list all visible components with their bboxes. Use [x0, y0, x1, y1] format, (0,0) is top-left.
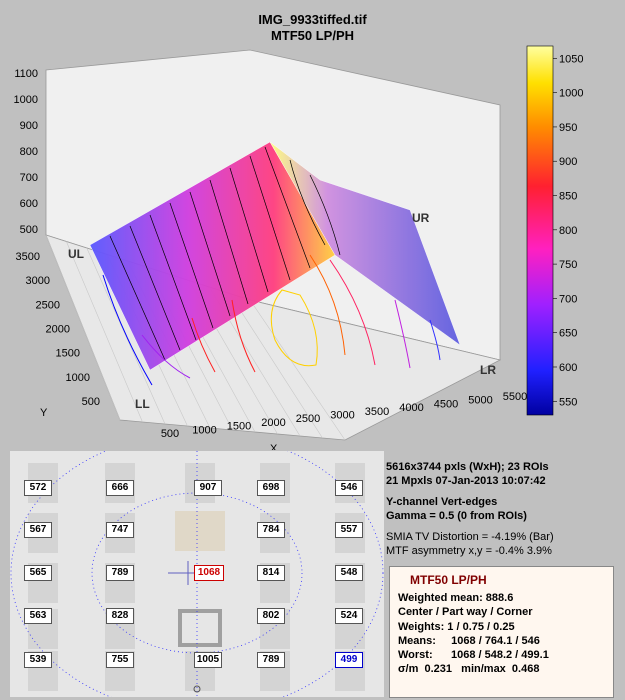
y-axis-label: Y	[40, 407, 48, 419]
roi-value: 747	[106, 522, 134, 538]
z-tick-label: 1100	[14, 68, 38, 80]
x-tick-label: 500	[161, 428, 179, 440]
y-tick-label: 1000	[66, 372, 90, 384]
grid-line	[66, 241, 143, 423]
colorbar-tick-label: 700	[559, 293, 577, 305]
summary-header: MTF50 LP/PH	[410, 573, 487, 587]
grid-line	[86, 247, 166, 425]
roi-value: 524	[335, 608, 363, 624]
chart-title: IMG_9933tiffed.tif	[258, 12, 367, 27]
x-tick-label: 2000	[261, 417, 285, 429]
roi-value: 784	[257, 522, 285, 538]
x-tick-label: 2500	[296, 413, 320, 425]
z-tick-label: 500	[20, 224, 38, 236]
roi-value: 907	[194, 480, 222, 496]
info-distortion: SMIA TV Distortion = -4.19% (Bar)	[386, 531, 554, 543]
roi-value: 567	[24, 522, 52, 538]
summary-weights: Weights: 1 / 0.75 / 0.25	[398, 620, 515, 633]
mtf-surface	[89, 141, 461, 371]
roi-value: 548	[335, 565, 363, 581]
x-axis-label: X	[270, 443, 278, 450]
x-tick-label: 4500	[434, 398, 458, 410]
y-tick-label: 2500	[36, 299, 60, 311]
y-tick-label: 3500	[16, 251, 40, 263]
colorbar-tick-label: 550	[559, 396, 577, 408]
colorbar-tick-label: 650	[559, 328, 577, 340]
summary-stats: σ/m 0.231 min/max 0.468	[398, 663, 540, 676]
z-tick-label: 600	[20, 198, 38, 210]
roi-value: 563	[24, 608, 52, 624]
corner-label-ll: LL	[135, 397, 150, 411]
corner-label-ul: UL	[68, 247, 84, 261]
roi-value: 789	[106, 565, 134, 581]
roi-value: 814	[257, 565, 285, 581]
x-tick-label: 3500	[365, 406, 389, 418]
roi-value: 1005	[194, 652, 222, 668]
floor-contours	[102, 254, 441, 386]
roi-value: 666	[106, 480, 134, 496]
roi-value: 802	[257, 608, 285, 624]
colorbar-tick-label: 850	[559, 191, 577, 203]
roi-value: 828	[106, 608, 134, 624]
summary-weighted-mean: Weighted mean: 888.6	[398, 592, 514, 605]
roi-value: 557	[335, 522, 363, 538]
z-axis-ticks: 500 600 700 800 900 1000 1100	[14, 68, 38, 236]
x-tick-label: 5500	[503, 391, 527, 403]
grid-line	[249, 299, 346, 441]
colorbar-ticks: 550 600 650 700 750 800 850 900 950 1000 1050	[553, 53, 583, 408]
y-tick-label: 2000	[46, 324, 70, 336]
chart-subtitle: MTF50 LP/PH	[270, 28, 355, 43]
x-tick-label: 3000	[330, 410, 354, 422]
image-info-panel: 5616x3744 pxls (WxH); 23 ROIs 21 Mpxls 0…	[386, 460, 622, 558]
summary-regions: Center / Part way / Corner	[398, 606, 533, 619]
colorbar-tick-label: 950	[559, 122, 577, 134]
colorbar-tick-label: 1000	[559, 88, 583, 100]
y-tick-label: 1500	[56, 348, 80, 360]
x-tick-label: 5000	[468, 395, 492, 407]
grid-line	[45, 234, 121, 421]
roi-value-center: 1068	[194, 565, 224, 581]
colorbar-tick-label: 1050	[559, 53, 583, 65]
info-dimensions: 5616x3744 pxls (WxH); 23 ROIs	[386, 461, 549, 473]
roi-value: 565	[24, 565, 52, 581]
x-tick-label: 1500	[227, 421, 251, 433]
colorbar-tick-label: 800	[559, 225, 577, 237]
corner-label-ur: UR	[412, 211, 430, 225]
corner-label-lr: LR	[480, 363, 496, 377]
x-axis-ticks: 500 1000 1500 2000 2500 3000 3500 4000 4500 5000 5…	[161, 391, 527, 440]
info-asymmetry: MTF asymmetry x,y = -0.4% 3.9%	[386, 545, 552, 557]
y-axis-ticks: 500 1000 1500 2000 2500 3000 3500	[16, 251, 100, 408]
info-gamma: Gamma = 0.5 (0 from ROIs)	[386, 510, 527, 522]
summary-means: Means: 1068 / 764.1 / 546	[398, 634, 540, 647]
colorbar-tick-label: 600	[559, 362, 577, 374]
roi-value-min: 499	[335, 652, 363, 668]
y-tick-label: 500	[82, 396, 100, 408]
surface-plot: UL UR LL LR 500 600 700 800 900 1000 1100 500 1…	[14, 45, 583, 450]
colorbar-tick-label: 750	[559, 259, 577, 271]
test-chart-image: 572 666 907 698 546 567 747 784 557 565 789 1068 814…	[10, 451, 384, 697]
roi-value: 698	[257, 480, 285, 496]
summary-worst: Worst: 1068 / 548.2 / 499.1	[398, 649, 549, 662]
roi-value: 755	[106, 652, 134, 668]
y-tick-label: 3000	[26, 275, 50, 287]
mtf-summary-box: MTF50 LP/PH Weighted mean: 888.6 Center …	[389, 566, 614, 698]
info-megapixels: 21 Mpxls 07-Jan-2013 10:07:42	[386, 475, 546, 487]
colorbar	[526, 45, 554, 416]
z-tick-label: 900	[20, 120, 38, 132]
x-tick-label: 4000	[399, 402, 423, 414]
roi-value: 572	[24, 480, 52, 496]
roi-value: 789	[257, 652, 285, 668]
colorbar-tick-label: 900	[559, 156, 577, 168]
roi-value: 539	[24, 652, 52, 668]
x-tick-label: 1000	[192, 424, 216, 436]
grid-line	[229, 293, 323, 439]
z-tick-label: 800	[20, 146, 38, 158]
z-tick-label: 1000	[14, 94, 38, 106]
z-tick-label: 700	[20, 172, 38, 184]
info-channel: Y-channel Vert-edges	[386, 496, 498, 508]
roi-value: 546	[335, 480, 363, 496]
